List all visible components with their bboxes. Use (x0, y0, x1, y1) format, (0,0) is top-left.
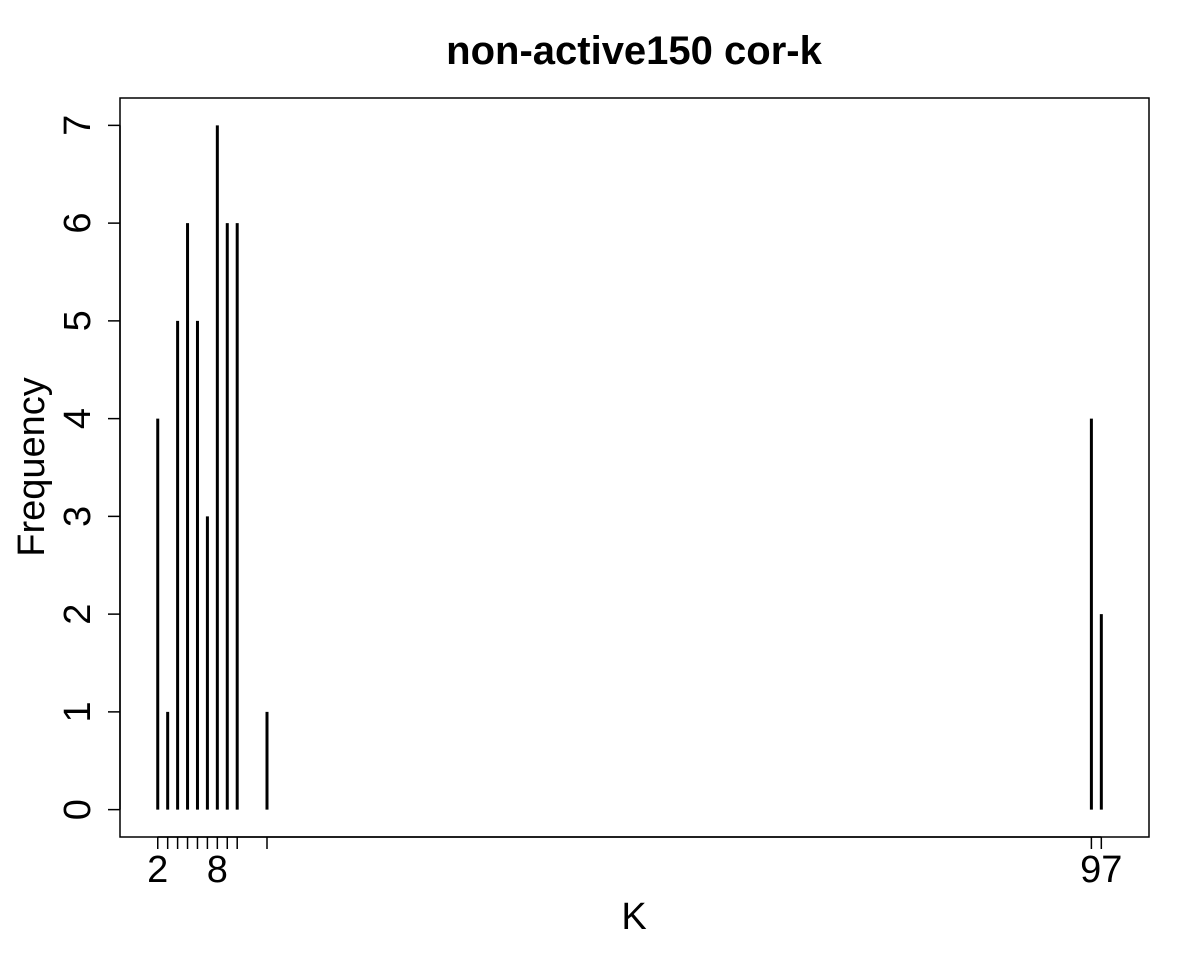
y-tick-label-4: 4 (57, 408, 99, 429)
x-axis-label: K (621, 896, 646, 938)
x-tick-label-97: 97 (1080, 849, 1122, 891)
y-axis-label: Frequency (11, 377, 53, 557)
x-tick-label-2: 2 (147, 849, 168, 891)
x-axis: 2 8 97 (147, 836, 1122, 891)
y-tick-label-7: 7 (57, 115, 99, 136)
y-axis: 0 1 2 3 4 5 6 7 (57, 115, 121, 820)
x-tick-label-8: 8 (207, 849, 228, 891)
plot-frame (119, 97, 1150, 838)
chart-title: non-active150 cor-k (446, 29, 822, 73)
y-tick-label-5: 5 (57, 310, 99, 331)
y-tick-label-0: 0 (57, 799, 99, 820)
y-tick-label-1: 1 (57, 701, 99, 722)
bar-series (156, 125, 1103, 810)
y-tick-label-2: 2 (57, 604, 99, 625)
y-tick-label-6: 6 (57, 213, 99, 234)
y-tick-label-3: 3 (57, 506, 99, 527)
